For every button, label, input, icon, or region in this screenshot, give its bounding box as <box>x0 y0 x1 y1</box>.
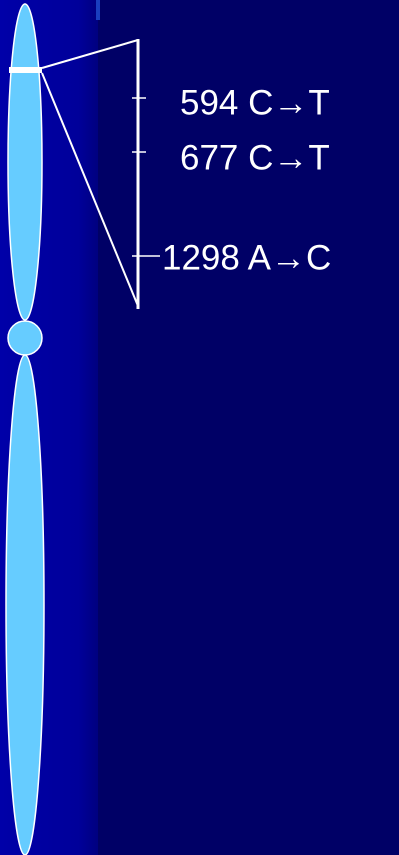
variant-label: 677 C→T <box>180 138 330 177</box>
diagram: 594 C→T 677 C→T 1298 A→C <box>0 0 399 855</box>
chromosome-arm-upper <box>8 4 42 320</box>
strip-accent <box>96 0 100 20</box>
page: 594 C→T 677 C→T 1298 A→C (() => { const … <box>0 0 399 855</box>
variant-label: 1298 A→C <box>162 238 331 277</box>
variant-label: 594 C→T <box>180 83 330 122</box>
chromosome-arm-lower <box>6 355 44 855</box>
centromere <box>8 321 42 355</box>
gene-band <box>9 67 42 73</box>
